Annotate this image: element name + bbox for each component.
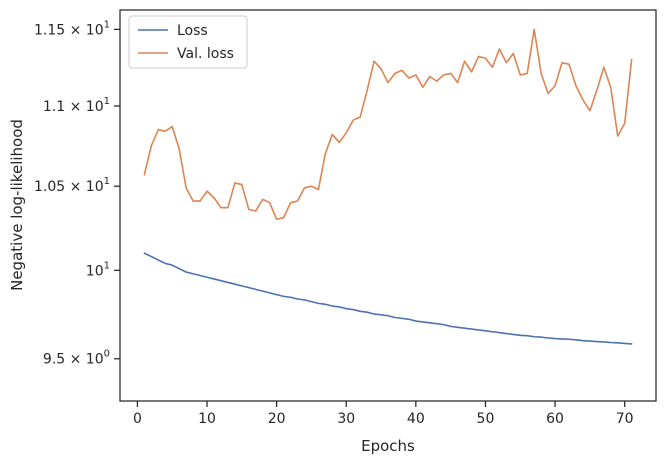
x-tick-label: 40 [407,411,425,427]
series-line-loss [143,252,633,345]
y-tick-label: 1.15 × 101 [34,19,110,38]
legend-box [128,15,248,69]
x-tick-label: 70 [616,411,634,427]
y-tick-label: 1.05 × 101 [34,176,110,195]
legend: Loss Val. loss [128,15,248,69]
plot-lines [143,28,633,345]
x-tick-label: 20 [268,411,286,427]
legend-label-loss: Loss [177,23,208,39]
x-tick-label: 10 [198,411,216,427]
y-axis-ticks: 9.5 × 100 101 1.05 × 101 1.1 × 101 1.15 × 10… [34,19,120,368]
x-tick-label: 0 [133,411,142,427]
x-axis-ticks: 0 10 20 30 40 50 60 70 [133,401,634,427]
legend-label-val-loss: Val. loss [177,46,234,62]
y-tick-label: 101 [86,260,110,279]
plot-frame [119,9,657,402]
x-axis-title: Epochs [361,437,415,455]
x-tick-label: 30 [337,411,355,427]
y-tick-label: 1.1 × 101 [43,96,110,115]
x-tick-label: 60 [546,411,564,427]
y-axis-title: Negative log-likelihood [8,119,26,291]
x-tick-label: 50 [477,411,495,427]
y-tick-label: 9.5 × 100 [43,349,110,368]
series-line-val-loss [143,28,633,221]
